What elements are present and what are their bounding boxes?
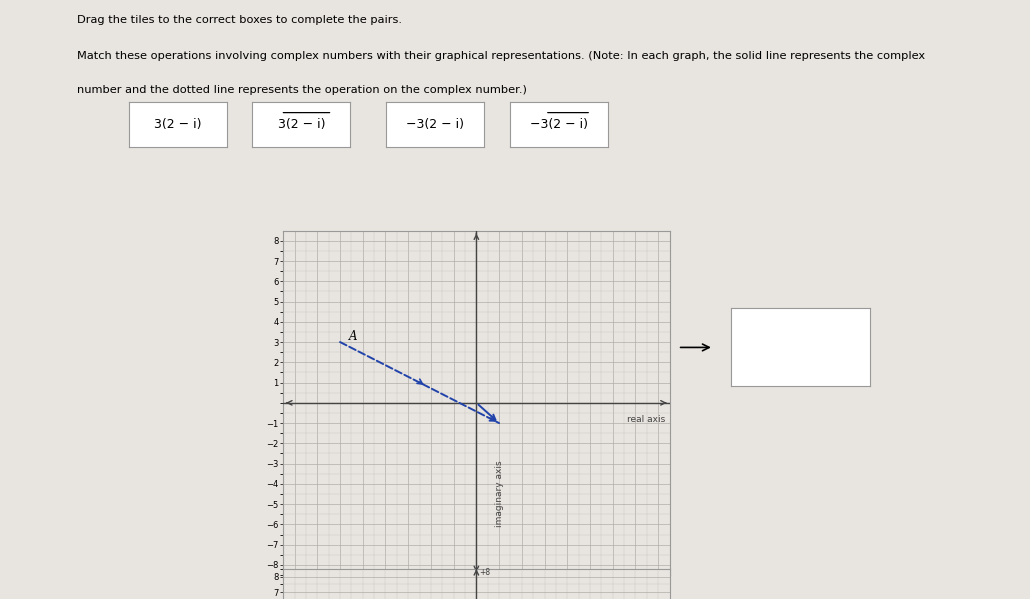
Text: 3(2 − i): 3(2 − i) <box>277 118 325 131</box>
Text: +8: +8 <box>479 568 490 577</box>
Text: −3(2 − i): −3(2 − i) <box>406 118 465 131</box>
Text: Drag the tiles to the correct boxes to complete the pairs.: Drag the tiles to the correct boxes to c… <box>77 15 403 25</box>
Text: real axis: real axis <box>626 415 665 424</box>
Text: imaginary axis: imaginary axis <box>494 461 504 527</box>
Text: A: A <box>349 330 357 343</box>
Text: number and the dotted line represents the operation on the complex number.): number and the dotted line represents th… <box>77 85 527 95</box>
Text: −3(2 − i): −3(2 − i) <box>529 118 588 131</box>
Text: Match these operations involving complex numbers with their graphical representa: Match these operations involving complex… <box>77 51 925 61</box>
Text: 3(2 − i): 3(2 − i) <box>153 118 202 131</box>
